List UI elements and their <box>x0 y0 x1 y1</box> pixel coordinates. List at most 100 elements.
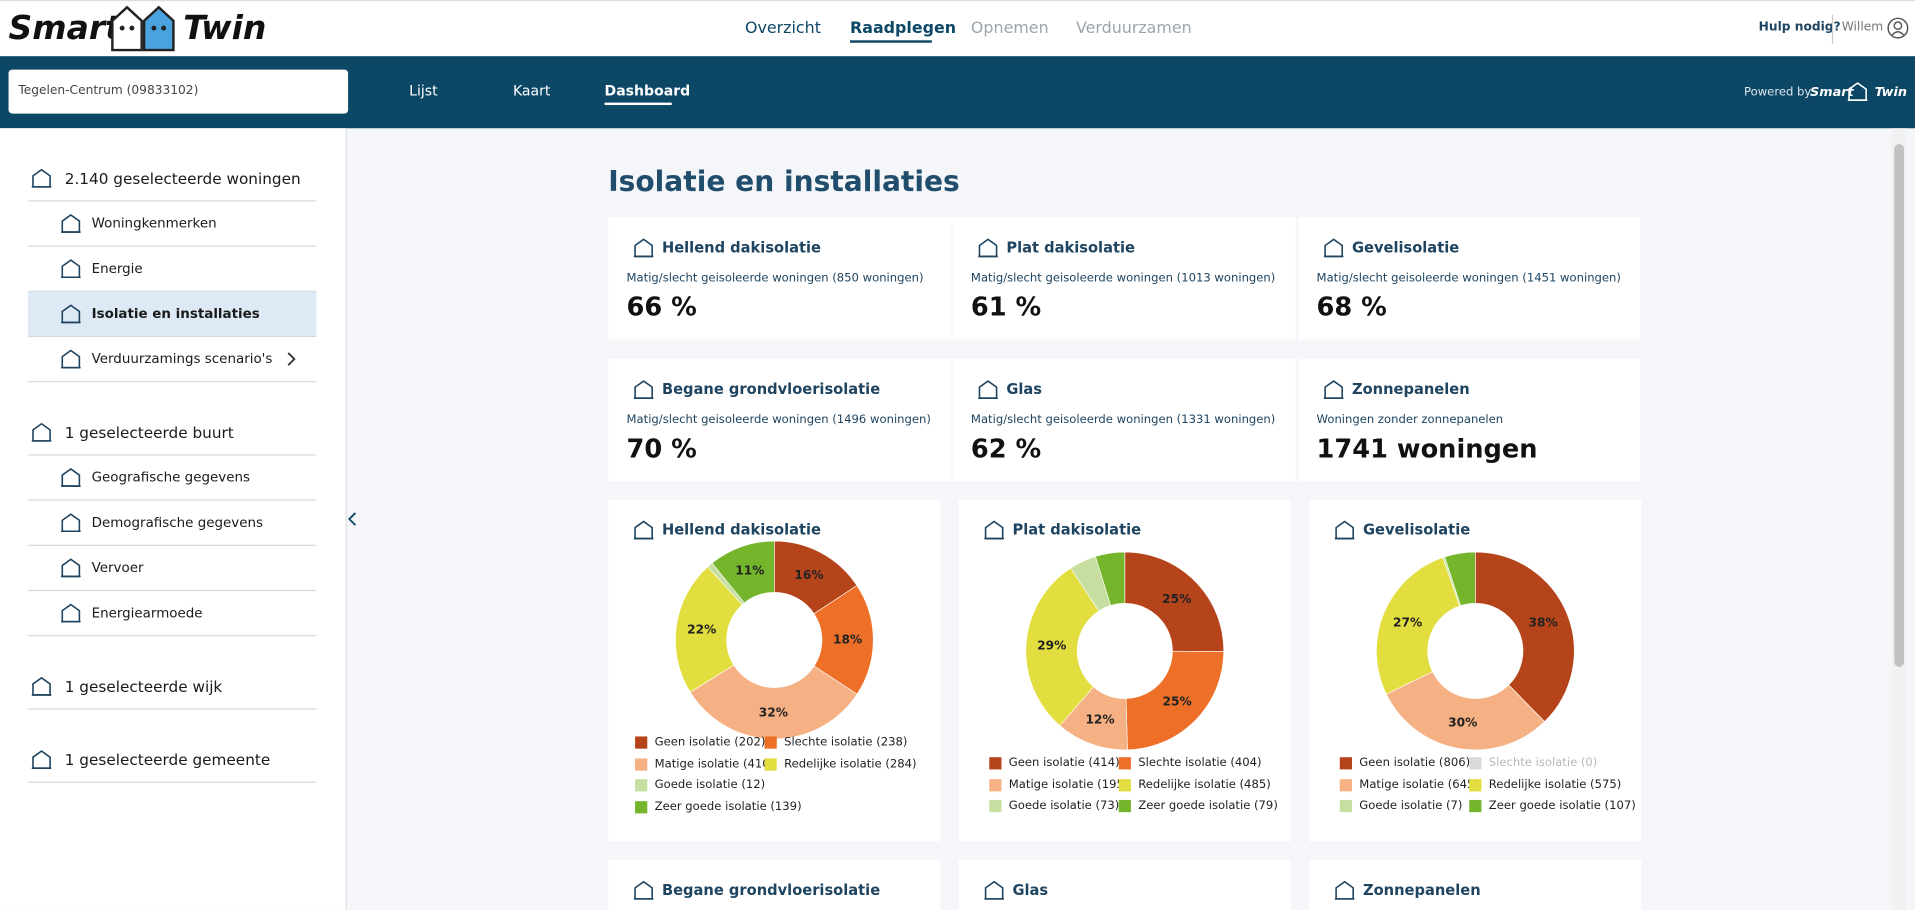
legend-swatch <box>1339 778 1352 792</box>
donut-segment[interactable] <box>1025 567 1100 727</box>
legend-swatch <box>635 801 648 814</box>
donut-segment[interactable] <box>1444 551 1476 607</box>
sidebar-item[interactable]: Isolatie en installaties <box>91 305 260 322</box>
separator <box>28 245 317 247</box>
separator <box>28 335 317 338</box>
tab[interactable]: Lijst <box>409 81 438 100</box>
donut: 38% 30% 27% <box>1376 551 1575 751</box>
section-title[interactable]: 1 geselecteerde buurt <box>64 423 234 442</box>
donut-segment[interactable] <box>675 566 743 693</box>
donut-segment[interactable] <box>1124 551 1225 652</box>
tab[interactable]: Dashboard <box>604 81 691 100</box>
icon <box>1334 520 1355 540</box>
sidebar-item[interactable]: Energie <box>91 260 143 277</box>
nav-underline <box>850 40 932 43</box>
card-value: 1741 woningen <box>1316 434 1538 464</box>
percent-label: 11% <box>735 563 764 577</box>
separator <box>28 499 317 501</box>
card-subtitle: Woningen zonder zonnepanelen <box>1316 413 1504 427</box>
sidebar-item[interactable]: Geografische gegevens <box>91 469 251 486</box>
sidebar-item[interactable]: Energiearmoede <box>91 605 203 621</box>
icon <box>633 520 654 540</box>
card-subtitle: Matig/slecht geisoleerde woningen (850 w… <box>626 271 924 285</box>
page-title: Isolatie en installaties <box>608 166 960 199</box>
legend-swatch <box>989 778 1002 792</box>
separator <box>28 200 317 202</box>
separator <box>28 381 317 383</box>
separator <box>28 781 317 783</box>
donut-segment[interactable] <box>1125 650 1225 751</box>
icon <box>31 750 52 769</box>
sidebar-item[interactable]: Demografische gegevens <box>91 514 264 531</box>
donut-segment[interactable] <box>689 664 858 740</box>
sidebar-item[interactable]: Verduurzamings scenario's <box>91 351 273 367</box>
legend-label: Redelijke isolatie (575) <box>1488 777 1622 792</box>
card-subtitle: Matig/slecht geisoleerde woningen (1013 … <box>970 271 1276 285</box>
chart-title: Glas <box>1012 881 1049 899</box>
legend-swatch <box>635 779 648 792</box>
legend-swatch <box>764 736 777 749</box>
sidebar-item[interactable]: Woningkenmerken <box>91 215 217 232</box>
sidebar-item[interactable]: Vervoer <box>91 559 144 576</box>
chart-title: Hellend dakisolatie <box>661 521 821 539</box>
help-link[interactable]: Hulp nodig? <box>1758 20 1841 35</box>
legend-label: Goede isolatie (12) <box>654 778 766 793</box>
legend-label: Zeer goede isolatie (79) <box>1138 799 1278 814</box>
legend-label: Slechte isolatie (404) <box>1138 756 1262 770</box>
donut-segment[interactable] <box>1376 557 1461 695</box>
legend-swatch <box>635 758 648 771</box>
donut-segment[interactable] <box>1385 671 1545 751</box>
stat-card <box>952 359 1296 482</box>
nav-link[interactable]: Raadplegen <box>850 19 957 39</box>
legend-swatch <box>989 757 1002 770</box>
section-title[interactable]: 1 geselecteerde wijk <box>64 677 223 696</box>
stat-card <box>608 359 952 482</box>
logo-text: Smart <box>8 9 121 48</box>
chart-card <box>1309 859 1642 910</box>
scrollbar-thumb[interactable] <box>1894 144 1905 667</box>
nav-link[interactable]: Verduurzamen <box>1075 19 1192 39</box>
divider <box>1831 14 1834 44</box>
percent-label: 25% <box>1163 695 1192 709</box>
icon <box>633 238 654 258</box>
search-text[interactable]: Tegelen-Centrum (09833102) <box>18 84 199 98</box>
donut: 25% 25% 12% 29% <box>1025 551 1225 751</box>
card-title: Begane grondvloerisolatie <box>661 380 881 398</box>
icon <box>61 513 81 533</box>
brand: Smart <box>1809 85 1854 100</box>
section-title[interactable]: 2.140 geselecteerde woningen <box>64 169 301 188</box>
card-title: Gevelisolatie <box>1351 239 1460 257</box>
nav-link[interactable]: Overzicht <box>744 19 821 39</box>
donut-segment[interactable] <box>1095 551 1126 606</box>
legend-label: Matige isolatie (410) <box>654 757 775 771</box>
card-value: 70 % <box>626 434 697 464</box>
separator <box>28 635 317 637</box>
percent-label: 27% <box>1393 615 1422 629</box>
logo-text: Twin <box>183 9 267 48</box>
tab[interactable]: Kaart <box>512 81 551 100</box>
chart-title: Plat dakisolatie <box>1012 521 1142 539</box>
icon <box>31 676 52 696</box>
icon <box>61 558 81 578</box>
legend-label: Geen isolatie (414) <box>1008 756 1120 770</box>
chart-title: Zonnepanelen <box>1362 881 1481 899</box>
nav-link[interactable]: Opnemen <box>970 19 1049 39</box>
user-name[interactable]: Willem <box>1841 20 1884 35</box>
section-title[interactable]: 1 geselecteerde gemeente <box>64 750 271 769</box>
donut-segment[interactable] <box>711 540 775 604</box>
sidebar <box>0 128 347 910</box>
card-title: Hellend dakisolatie <box>661 239 821 257</box>
donut-segment[interactable] <box>1475 551 1575 723</box>
search-box[interactable] <box>8 69 349 114</box>
legend-label: Matige isolatie (645) <box>1359 777 1479 792</box>
icon <box>1323 380 1344 399</box>
brand: Twin <box>1874 85 1908 100</box>
donut: 16% 18% 32% 22% 11% <box>675 540 874 740</box>
legend-swatch <box>1118 757 1131 770</box>
stat-card <box>1298 359 1641 482</box>
icon <box>61 349 81 369</box>
legend-swatch <box>1118 800 1131 813</box>
icon <box>61 259 81 279</box>
percent-label: 38% <box>1529 616 1558 630</box>
